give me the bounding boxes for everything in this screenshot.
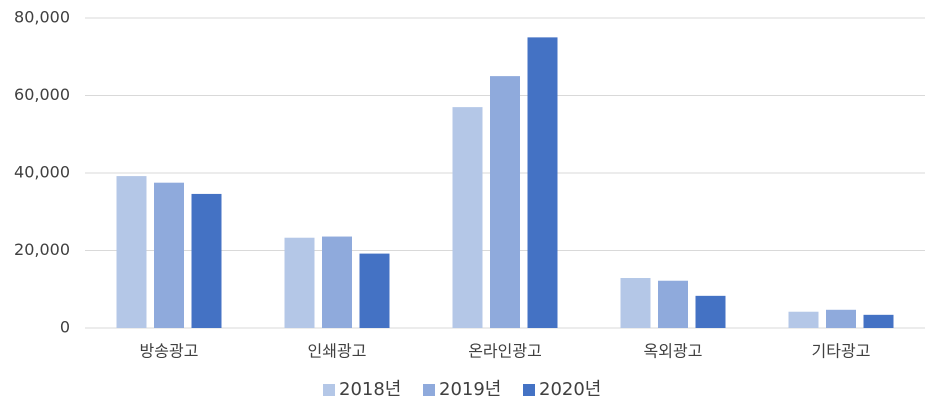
y-tick-label: 80,000 (14, 8, 70, 27)
bar (359, 253, 390, 328)
x-tick-label: 기타광고 (812, 342, 871, 361)
bar (788, 311, 819, 328)
legend-swatch (523, 384, 535, 396)
x-tick-label: 옥외광고 (644, 342, 703, 361)
legend-label: 2019년 (439, 379, 501, 400)
bar (620, 278, 651, 328)
x-tick-label: 인쇄광고 (308, 342, 367, 361)
bar (322, 236, 352, 328)
y-tick-label: 40,000 (14, 163, 70, 182)
bar (826, 309, 856, 328)
legend-swatch (323, 384, 335, 396)
legend-label: 2018년 (339, 379, 401, 400)
y-tick-label: 0 (60, 318, 70, 337)
legend-label: 2020년 (539, 379, 601, 400)
x-tick-label: 온라인광고 (468, 342, 542, 361)
bar (490, 76, 520, 328)
legend-swatch (423, 384, 435, 396)
bar (452, 107, 483, 328)
bar (191, 193, 222, 328)
y-tick-label: 60,000 (14, 85, 70, 104)
bar (154, 182, 184, 328)
bar (863, 314, 894, 328)
bar (695, 295, 726, 328)
x-tick-label: 방송광고 (140, 342, 199, 361)
bar (116, 176, 147, 328)
bar (658, 280, 688, 328)
bar (284, 237, 315, 328)
y-tick-label: 20,000 (14, 240, 70, 259)
bar (527, 37, 558, 328)
